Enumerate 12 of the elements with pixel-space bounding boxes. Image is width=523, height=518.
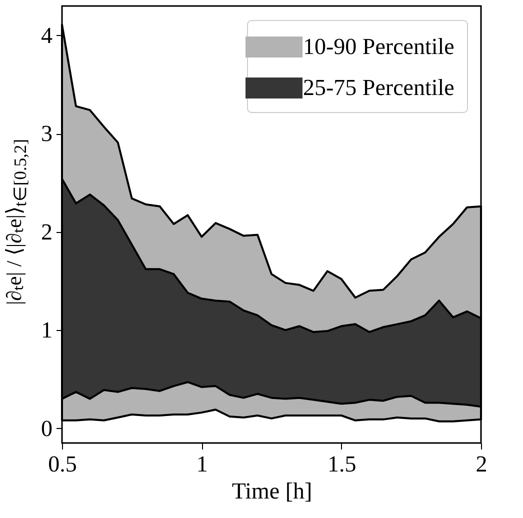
legend-label: 10-90 Percentile xyxy=(303,34,454,59)
x-tick-label: 2 xyxy=(476,452,488,476)
y-tick-label: 0 xyxy=(41,416,52,441)
y-tick-label: 1 xyxy=(41,318,52,343)
x-tick-label: 1.5 xyxy=(327,452,356,476)
y-tick-label: 2 xyxy=(41,219,52,244)
x-axis-title: Time [h] xyxy=(232,478,312,504)
x-tick-label: 1 xyxy=(196,452,208,476)
y-tick-label: 3 xyxy=(41,121,52,146)
legend-label: 25-75 Percentile xyxy=(303,75,454,100)
x-tick-label: 0.5 xyxy=(48,452,77,476)
y-tick-label: 4 xyxy=(41,22,53,48)
